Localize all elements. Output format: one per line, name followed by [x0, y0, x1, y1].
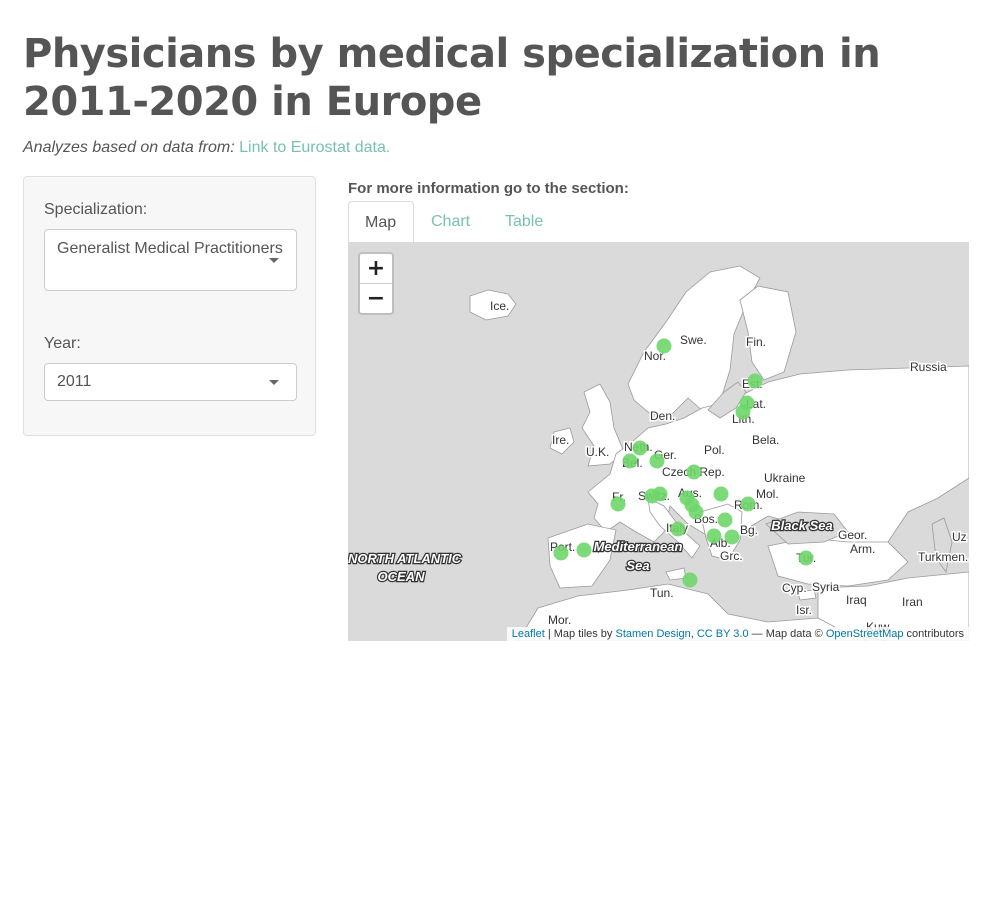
country-marker[interactable] — [724, 529, 740, 545]
map-tiles: Ice.Swe.Fin.Nor.RussiaEst.Lat.Den.Lith.I… — [348, 242, 969, 641]
tab-chart[interactable]: Chart — [431, 213, 471, 230]
year-select[interactable]: 2011 — [44, 363, 297, 401]
attr-text: — Map data © — [748, 628, 826, 640]
country-marker[interactable] — [713, 486, 729, 502]
specialization-value: Generalist Medical Practitioners — [57, 240, 283, 257]
zoom-out-button[interactable]: − — [360, 283, 392, 313]
map-country-label: Arm. — [850, 542, 875, 556]
map-country-label: Turkmen. — [918, 550, 968, 564]
country-marker[interactable] — [576, 542, 592, 558]
tab-table[interactable]: Table — [505, 213, 544, 230]
country-marker[interactable] — [686, 464, 702, 480]
attr-text: contributors — [903, 628, 964, 640]
map-country-label: Geor. — [838, 528, 867, 542]
country-marker[interactable] — [610, 496, 626, 512]
map-country-label: Mor. — [548, 613, 571, 627]
map-sea-label: Mediterranean — [594, 539, 683, 554]
country-marker[interactable] — [798, 550, 814, 566]
map-country-label: Fin. — [746, 335, 766, 349]
country-marker[interactable] — [644, 488, 660, 504]
map-country-label: Ice. — [490, 299, 509, 313]
map-country-label: Cyp. — [782, 581, 807, 595]
year-label: Year: — [44, 335, 81, 352]
map-country-label: Iran — [902, 595, 923, 609]
attr-text: | Map tiles by — [544, 628, 616, 640]
map-country-label: Mol. — [756, 487, 779, 501]
chevron-down-icon — [269, 258, 279, 263]
country-marker[interactable] — [670, 521, 686, 537]
map-sea-label: NORTH ATLANTIC — [348, 551, 462, 566]
map-country-label: Pol. — [704, 443, 725, 457]
attr-text: , — [690, 628, 697, 640]
country-marker[interactable] — [656, 338, 672, 354]
map-country-label: Ukraine — [764, 471, 806, 485]
stamen-link[interactable]: Stamen Design — [615, 628, 691, 640]
map-country-label: Ire. — [552, 433, 569, 447]
osm-link[interactable]: OpenStreetMap — [825, 628, 904, 640]
tab-map[interactable]: Map — [348, 201, 414, 242]
country-marker[interactable] — [735, 404, 751, 420]
map-sea-label: Black Sea — [771, 518, 832, 533]
map-country-label: Iraq — [846, 593, 867, 607]
country-marker[interactable] — [717, 512, 733, 528]
map-country-label: Russia — [910, 360, 947, 374]
europe-map[interactable]: Ice.Swe.Fin.Nor.RussiaEst.Lat.Den.Lith.I… — [348, 242, 969, 641]
country-marker[interactable] — [688, 504, 704, 520]
country-marker[interactable] — [682, 572, 698, 588]
map-country-label: Syria — [812, 580, 840, 594]
country-marker[interactable] — [706, 528, 722, 544]
map-country-label: Grc. — [720, 549, 743, 563]
map-country-label: U.K. — [586, 445, 609, 459]
data-source-line: Analyzes based on data from: Link to Eur… — [23, 139, 390, 157]
eurostat-link[interactable]: Link to Eurostat data. — [239, 139, 391, 156]
map-attribution: Leaflet | Map tiles by Stamen Design, CC… — [506, 627, 969, 641]
chevron-down-icon — [269, 380, 279, 385]
zoom-in-button[interactable]: + — [366, 256, 386, 281]
map-country-label: Bela. — [752, 433, 779, 447]
data-source-label: Analyzes based on data from: — [23, 139, 235, 156]
country-marker[interactable] — [553, 545, 569, 561]
cc-link[interactable]: CC BY 3.0 — [696, 628, 749, 640]
zoom-control: + − — [358, 252, 394, 315]
country-marker[interactable] — [632, 440, 648, 456]
country-marker[interactable] — [622, 453, 638, 469]
map-sea-label: Sea — [626, 558, 649, 573]
map-country-label: Swe. — [680, 333, 707, 347]
country-marker[interactable] — [740, 496, 756, 512]
sidebar-panel: Specialization: Generalist Medical Pract… — [23, 176, 316, 436]
section-info-text: For more information go to the section: — [348, 180, 629, 197]
map-country-label: Isr. — [796, 603, 812, 617]
section-tabs: Map Chart Table — [348, 201, 969, 242]
map-sea-label: OCEAN — [378, 569, 426, 584]
map-country-label: Bg. — [740, 523, 758, 537]
country-marker[interactable] — [747, 373, 763, 389]
country-marker[interactable] — [649, 453, 665, 469]
page-title: Physicians by medical specialization in … — [23, 31, 881, 125]
leaflet-link[interactable]: Leaflet — [511, 628, 545, 640]
year-value: 2011 — [57, 373, 92, 390]
map-country-label: Uz — [952, 530, 967, 544]
map-country-label: Den. — [650, 409, 675, 423]
specialization-label: Specialization: — [44, 201, 148, 218]
specialization-select[interactable]: Generalist Medical Practitioners — [44, 229, 297, 291]
map-country-label: Tun. — [650, 586, 674, 600]
